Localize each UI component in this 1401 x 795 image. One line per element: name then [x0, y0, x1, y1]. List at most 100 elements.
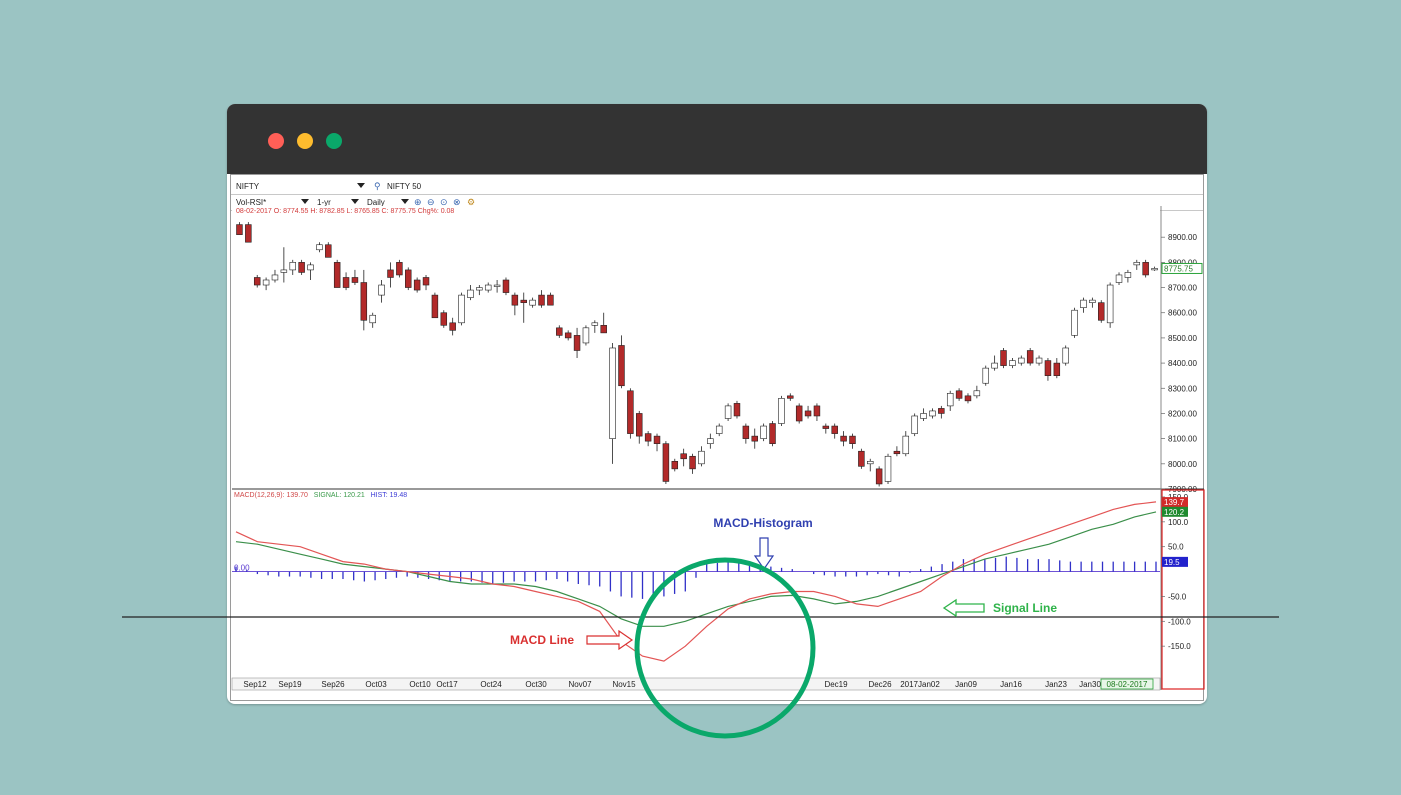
- candle-body: [502, 279, 510, 293]
- price-tick-label: 8200.00: [1168, 409, 1197, 418]
- candle-body: [955, 390, 963, 399]
- macd-tick-label: 100.0: [1168, 518, 1189, 527]
- minimize-window-button[interactable]: [297, 133, 313, 149]
- candle-body: [1106, 284, 1114, 324]
- candle-body: [724, 405, 732, 419]
- candle-body: [680, 453, 687, 460]
- candle-body: [787, 395, 794, 399]
- macd-axis-frame: [1161, 489, 1205, 690]
- search-icon[interactable]: ⚲: [374, 181, 381, 191]
- candle-body: [413, 279, 421, 291]
- candle-body: [493, 284, 501, 287]
- interval-select[interactable]: Daily: [367, 198, 385, 207]
- time-tick-label: Oct24: [480, 680, 502, 689]
- candle-body: [591, 322, 599, 326]
- candle-body: [1009, 360, 1016, 366]
- candle-body: [1026, 350, 1034, 364]
- macd-zero-label: 0.00: [234, 564, 250, 573]
- time-tick-label: 2017Jan02: [900, 680, 940, 689]
- candle-body: [893, 450, 901, 455]
- interval-dropdown-arrow-icon[interactable]: [401, 199, 409, 204]
- time-tick-label: Sep26: [321, 680, 345, 689]
- macd-last-tag: [1162, 497, 1188, 508]
- last-price-label: 8775.75: [1164, 264, 1193, 273]
- candle-body: [662, 443, 670, 482]
- candle-body: [1133, 262, 1141, 266]
- candle-body: [911, 415, 918, 434]
- settings-icon[interactable]: ⚙: [467, 197, 476, 207]
- candle-body: [1151, 268, 1158, 271]
- time-tick-label: Jan30: [1079, 680, 1101, 689]
- maximize-window-button[interactable]: [326, 133, 342, 149]
- candle-body: [742, 425, 750, 439]
- candle-body: [946, 393, 954, 407]
- price-panel: [232, 206, 1160, 489]
- zoom-out-icon[interactable]: ⊖: [427, 197, 435, 207]
- macd-last-tag-label: 139.7: [1164, 498, 1185, 507]
- zoom-in-icon[interactable]: ⊕: [414, 197, 422, 207]
- candle-body: [458, 294, 465, 324]
- time-tick-label: Nov15: [612, 680, 636, 689]
- price-tick-label: 8300.00: [1168, 384, 1197, 393]
- candle-body: [253, 277, 261, 286]
- template-dropdown-arrow-icon[interactable]: [301, 199, 309, 204]
- macd-line: [235, 501, 1157, 662]
- candle-body: [795, 405, 803, 422]
- index-name: NIFTY 50: [387, 182, 422, 191]
- candle-body: [564, 332, 572, 339]
- symbol-dropdown-arrow-icon[interactable]: [357, 183, 365, 188]
- time-axis: Sep12 Sep19 Sep26 Oct03 Oct10 Oct17 Oct24 Oct30…: [231, 677, 1161, 691]
- candle-body: [973, 390, 981, 397]
- candle-body: [307, 264, 314, 271]
- candle-body: [1053, 362, 1061, 376]
- candle-body: [325, 244, 332, 258]
- candle-body: [982, 367, 989, 384]
- candle-body: [751, 435, 758, 442]
- time-tick-label: Sep19: [278, 680, 302, 689]
- candle-body: [875, 468, 883, 485]
- candle-body: [396, 262, 403, 276]
- signal-line-annotation-label: Signal Line: [993, 601, 1057, 615]
- candle-body: [342, 277, 350, 288]
- time-tick-label: Oct03: [365, 680, 387, 689]
- symbol-toolbar: NIFTY ⚲ NIFTY 50: [231, 179, 1203, 195]
- candle-body: [600, 325, 607, 334]
- candle-body: [529, 299, 536, 306]
- time-tick-label: Jan16: [1000, 680, 1022, 689]
- price-tick-label: 8400.00: [1168, 359, 1197, 368]
- candle-body: [840, 435, 847, 442]
- candle-body: [849, 435, 856, 444]
- close-window-button[interactable]: [268, 133, 284, 149]
- candle-body: [333, 262, 341, 288]
- candle-body: [1098, 302, 1105, 321]
- time-tick-label: 08-02-2017: [1107, 680, 1148, 689]
- current-date-tag: [1100, 678, 1154, 690]
- macd-info-line: MACD(12,26,9): 139.70 SIGNAL: 120.21 HIS…: [234, 492, 407, 499]
- candle-body: [316, 244, 323, 251]
- candle-body: [715, 425, 723, 434]
- time-tick-label: Sep12: [243, 680, 267, 689]
- candle-body: [467, 289, 474, 298]
- candle-body: [867, 460, 874, 465]
- candle-body: [1142, 262, 1149, 276]
- time-tick-label: Oct30: [525, 680, 547, 689]
- range-select[interactable]: 1-yr: [317, 198, 331, 207]
- candle-body: [858, 450, 865, 467]
- zoom-reset-icon[interactable]: ⊗: [453, 197, 461, 207]
- macd-tick-label: 50.0: [1168, 543, 1184, 552]
- macd-tick-label: -150.0: [1168, 642, 1191, 651]
- signal-last-tag: [1162, 506, 1188, 517]
- template-select[interactable]: Vol-RSI*: [236, 198, 267, 207]
- candle-body: [298, 262, 305, 273]
- zoom-fit-icon[interactable]: ⊙: [440, 197, 448, 207]
- candle-body: [609, 347, 616, 439]
- candle-body: [378, 284, 385, 296]
- candle-body: [262, 279, 270, 286]
- macd-line-arrow-icon: [586, 629, 634, 651]
- macd-histogram: [235, 556, 1157, 599]
- candle-body: [511, 294, 519, 306]
- symbol-input[interactable]: NIFTY: [236, 182, 260, 191]
- candle-body: [1035, 357, 1043, 364]
- range-dropdown-arrow-icon[interactable]: [351, 199, 359, 204]
